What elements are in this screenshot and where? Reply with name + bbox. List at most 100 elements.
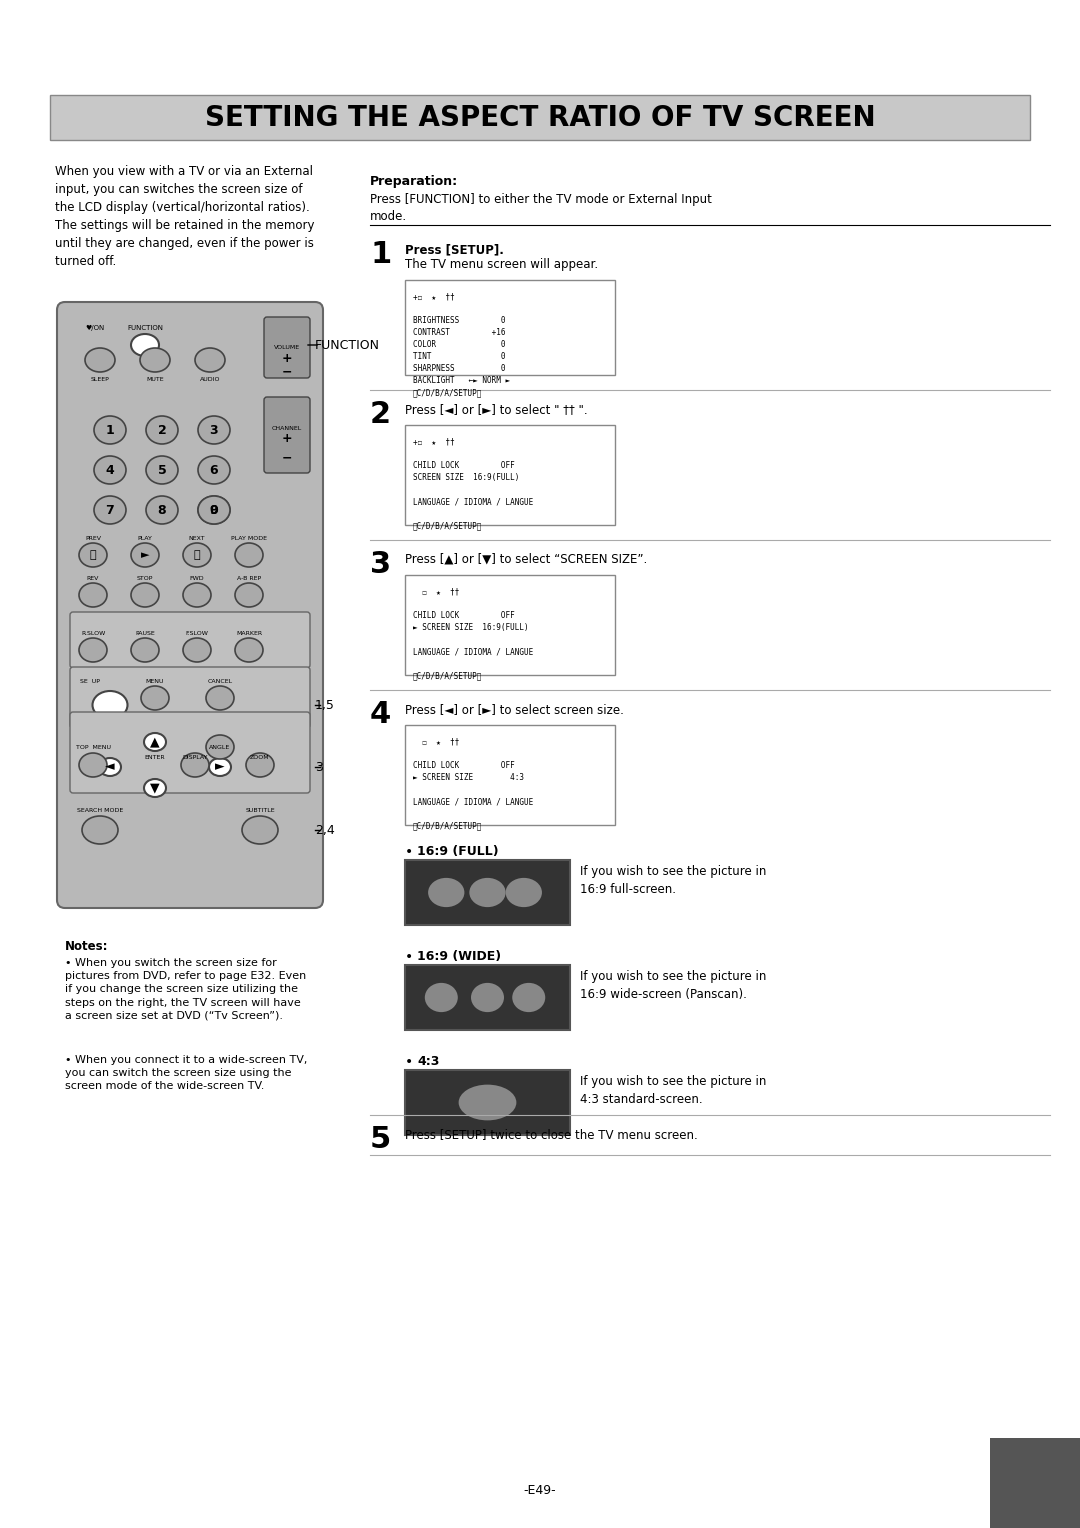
Text: ⏮: ⏮ (90, 550, 96, 559)
Text: A-B REP: A-B REP (237, 576, 261, 581)
FancyBboxPatch shape (405, 966, 570, 1030)
Text: 3: 3 (370, 550, 391, 579)
Ellipse shape (183, 542, 211, 567)
FancyBboxPatch shape (50, 95, 1030, 141)
Text: ► SCREEN SIZE  16:9(FULL): ► SCREEN SIZE 16:9(FULL) (413, 623, 528, 633)
Text: Press [SETUP].: Press [SETUP]. (405, 243, 504, 257)
Text: •: • (405, 950, 418, 964)
Ellipse shape (131, 639, 159, 662)
Text: LANGUAGE / IDIOMA / LANGUE: LANGUAGE / IDIOMA / LANGUE (413, 646, 534, 656)
Text: PREV: PREV (85, 535, 102, 541)
Text: F.SLOW: F.SLOW (186, 631, 208, 636)
FancyBboxPatch shape (70, 712, 310, 793)
Text: ♥/ON: ♥/ON (85, 325, 105, 332)
Ellipse shape (470, 879, 505, 908)
Text: ►: ► (215, 761, 225, 773)
Text: ◄: ◄ (105, 761, 114, 773)
Bar (990, 1438, 1080, 1528)
Text: 5: 5 (158, 463, 166, 477)
Text: If you wish to see the picture in
16:9 full-screen.: If you wish to see the picture in 16:9 f… (580, 865, 767, 895)
Text: 8: 8 (158, 504, 166, 516)
Ellipse shape (79, 639, 107, 662)
Text: +☐  ★  ††: +☐ ★ †† (413, 437, 455, 446)
Text: 16:9 (FULL): 16:9 (FULL) (417, 845, 499, 859)
Text: LANGUAGE / IDIOMA / LANGUE: LANGUAGE / IDIOMA / LANGUE (413, 497, 534, 506)
Text: MUTE: MUTE (146, 377, 164, 382)
Ellipse shape (198, 416, 230, 445)
Text: SEARCH MODE: SEARCH MODE (77, 807, 123, 813)
Ellipse shape (198, 455, 230, 484)
Text: When you view with a TV or via an External
input, you can switches the screen si: When you view with a TV or via an Extern… (55, 165, 314, 267)
Ellipse shape (131, 584, 159, 607)
Text: Press [▲] or [▼] to select “SCREEN SIZE”.: Press [▲] or [▼] to select “SCREEN SIZE”… (405, 553, 647, 565)
Ellipse shape (424, 983, 458, 1012)
Text: +: + (282, 351, 293, 365)
Ellipse shape (428, 879, 464, 908)
Text: PLAY: PLAY (137, 535, 152, 541)
Ellipse shape (183, 584, 211, 607)
FancyBboxPatch shape (264, 397, 310, 474)
Ellipse shape (94, 497, 126, 524)
Ellipse shape (141, 686, 168, 711)
Text: TINT               0: TINT 0 (413, 351, 505, 361)
Text: ► SCREEN SIZE        4:3: ► SCREEN SIZE 4:3 (413, 773, 524, 782)
Text: 9: 9 (210, 504, 218, 516)
Ellipse shape (140, 348, 170, 371)
FancyBboxPatch shape (405, 280, 615, 374)
Text: ▼: ▼ (150, 781, 160, 795)
Text: SE  UP: SE UP (80, 678, 100, 683)
Text: 1: 1 (106, 423, 114, 437)
Ellipse shape (210, 758, 231, 776)
Text: If you wish to see the picture in
16:9 wide-screen (Panscan).: If you wish to see the picture in 16:9 w… (580, 970, 767, 1001)
Text: FUNCTION: FUNCTION (315, 339, 380, 351)
Ellipse shape (82, 816, 118, 843)
Text: REV: REV (86, 576, 99, 581)
Text: ANGLE: ANGLE (210, 744, 231, 750)
Text: 〈C/D/B/A/SETUP〉: 〈C/D/B/A/SETUP〉 (413, 521, 483, 530)
FancyBboxPatch shape (70, 668, 310, 727)
Ellipse shape (144, 733, 166, 750)
Text: BACKLIGHT   ←► NORM ►: BACKLIGHT ←► NORM ► (413, 376, 510, 385)
Text: 2,4: 2,4 (315, 824, 335, 836)
Text: • When you switch the screen size for
pictures from DVD, refer to page E32. Even: • When you switch the screen size for pi… (65, 958, 307, 1021)
Ellipse shape (198, 497, 230, 524)
Ellipse shape (195, 348, 225, 371)
Ellipse shape (235, 542, 264, 567)
Text: CHILD LOCK         OFF: CHILD LOCK OFF (413, 761, 515, 770)
Text: MENU: MENU (146, 678, 164, 683)
Ellipse shape (94, 455, 126, 484)
Text: 3: 3 (210, 423, 218, 437)
Text: VOLUME: VOLUME (274, 344, 300, 350)
FancyBboxPatch shape (70, 613, 310, 668)
Ellipse shape (198, 497, 230, 524)
Text: FWD: FWD (190, 576, 204, 581)
Text: −: − (282, 365, 293, 379)
Text: ▲: ▲ (150, 735, 160, 749)
Text: 0: 0 (210, 504, 218, 516)
Text: SHARPNESS          0: SHARPNESS 0 (413, 364, 505, 373)
Text: -E49-: -E49- (524, 1484, 556, 1496)
Text: Press [SETUP] twice to close the TV menu screen.: Press [SETUP] twice to close the TV menu… (405, 1128, 698, 1141)
Ellipse shape (79, 542, 107, 567)
Text: •: • (405, 845, 418, 859)
Text: AUDIO: AUDIO (200, 377, 220, 382)
Text: CHILD LOCK         OFF: CHILD LOCK OFF (413, 461, 515, 471)
Ellipse shape (144, 779, 166, 798)
Text: PLAY MODE: PLAY MODE (231, 535, 267, 541)
Text: LANGUAGE / IDIOMA / LANGUE: LANGUAGE / IDIOMA / LANGUE (413, 798, 534, 805)
Ellipse shape (471, 983, 504, 1012)
Text: ☐  ★  ††: ☐ ★ †† (413, 736, 459, 746)
Ellipse shape (235, 584, 264, 607)
FancyBboxPatch shape (405, 1070, 570, 1135)
Text: The TV menu screen will appear.: The TV menu screen will appear. (405, 258, 598, 270)
Text: −: − (282, 451, 293, 465)
Ellipse shape (183, 639, 211, 662)
Text: Press [FUNCTION] to either the TV mode or External Input
mode.: Press [FUNCTION] to either the TV mode o… (370, 193, 712, 223)
Text: FUNCTION: FUNCTION (127, 325, 163, 332)
Ellipse shape (94, 416, 126, 445)
Text: ☐  ★  ††: ☐ ★ †† (413, 587, 459, 596)
Ellipse shape (512, 983, 545, 1012)
Text: 16:9 (WIDE): 16:9 (WIDE) (417, 950, 501, 963)
Text: 6: 6 (210, 463, 218, 477)
Ellipse shape (93, 691, 127, 720)
